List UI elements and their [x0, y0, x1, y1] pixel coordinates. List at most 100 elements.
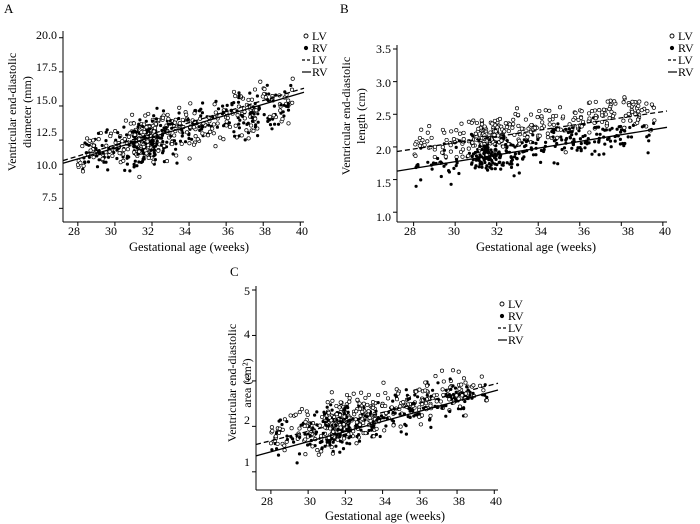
panel-a-lv-point [142, 130, 147, 135]
panel-b-lv-point [635, 120, 640, 125]
panel-a-rv-point [138, 118, 142, 122]
panel-a-rv-point [255, 94, 259, 98]
panel-a-rv-point [220, 112, 224, 116]
panel-a-lv-point [108, 134, 113, 139]
panel-b-rv-point [531, 140, 535, 145]
panel-c-lv-point [367, 415, 372, 420]
panel-c-rv-point [363, 418, 367, 422]
panel-c-lv-point [273, 434, 278, 439]
panel-b-lv-point [469, 120, 474, 125]
panel-c-lv-point [354, 441, 359, 446]
panel-b-lv-point [497, 116, 503, 122]
panel-b-rv-point [476, 150, 480, 154]
panel-c-rv-point [270, 448, 274, 452]
panel-b-lv-point [514, 106, 520, 111]
panel-c-lv-point [326, 410, 331, 415]
panel-a-xtick-label: 34 [179, 224, 191, 238]
panel-b-lv-point [516, 112, 521, 117]
panel-b-rv-point [509, 165, 514, 169]
panel-b-rv-point [626, 135, 630, 139]
panel-c-rv-point [357, 439, 362, 443]
panel-c-lv-point [461, 376, 467, 381]
panel-b-xtick-label: 34 [535, 224, 547, 238]
panel-a-lv-point [80, 144, 85, 149]
panel-c-rv-trend-line [255, 389, 499, 457]
panel-a-lv-point [132, 132, 137, 137]
panel-a-lv-point [145, 139, 150, 144]
panel-c-rv-point [308, 434, 312, 438]
panel-b-lv-point [528, 112, 534, 117]
panel-a-ylabel-line1: Ventricular end-diastolic [5, 53, 19, 171]
panel-b-lv-point [432, 144, 438, 149]
panel-c-lv-point [316, 452, 321, 457]
panel-b-lv-point [420, 138, 425, 143]
panel-a-lv-point [121, 158, 126, 163]
panel-c-rv-point [407, 406, 412, 410]
panel-b-points [412, 95, 657, 188]
panel-b-lv-point [474, 120, 479, 126]
panel-b-lv-point [600, 113, 605, 118]
panel-b-lv-point [511, 121, 516, 127]
panel-c-rv-point [331, 440, 335, 444]
panel-a-lv-point [179, 141, 184, 146]
panel-b-lv-point [651, 105, 656, 110]
panel-c-rv-point [376, 401, 380, 405]
panel-a-rv-point [137, 160, 141, 164]
panel-a-rv-point [265, 83, 269, 87]
panel-b-rv-point [575, 148, 579, 152]
panel-b-rv-point [565, 136, 569, 141]
panel-c-lv-point [360, 409, 365, 414]
panel-b-rv-point [646, 151, 650, 155]
panel-b-lv-point [547, 122, 552, 127]
panel-a-rv-point [180, 134, 184, 138]
panel-c-lv-point [441, 379, 446, 384]
panel-a-lv-point [233, 94, 238, 99]
panel-b-rv-point [510, 158, 514, 162]
panel-c-rv-point [276, 453, 281, 457]
panel-b-rv-point [631, 123, 636, 127]
panel-a-rv-point [132, 165, 136, 169]
panel-b-lv-point [597, 108, 602, 113]
panel-c-rv-point [454, 390, 458, 394]
panel-b-lv-point [454, 128, 459, 133]
panel-b-rv-point [593, 140, 597, 144]
panel-b-rv-point [551, 135, 555, 139]
panel-b-lv-point [543, 108, 548, 113]
panel-c-rv-point [449, 387, 453, 391]
panel-b-lv-point [537, 108, 542, 114]
panel-c-lv-point [454, 393, 459, 398]
panel-a-rv-point [175, 161, 179, 165]
panel-b-rv-point [474, 154, 478, 158]
panel-b-lv-point [448, 149, 453, 154]
panel-c-lv-point [433, 374, 438, 379]
panel-a-rv-point [216, 107, 221, 111]
panel-b-lv-point [645, 109, 650, 114]
panel-a-ytick-label: 7.5 [42, 190, 57, 204]
panel-b-rv-point [439, 160, 443, 164]
panel-c-rv-point [404, 388, 408, 392]
panel-a-lv-point [120, 139, 125, 144]
panel-c-rv-point [338, 450, 342, 454]
panel-c-lv-point [346, 432, 351, 437]
panel-b-lv-point [587, 130, 592, 135]
panel-c-rv-point [297, 452, 302, 456]
panel-b-lv-point [612, 99, 617, 104]
panel-a-lv-point [225, 115, 230, 121]
panel-b-lv-point [635, 117, 641, 122]
panel-b-lv-point [457, 131, 463, 136]
panel-b-lv-point [545, 135, 550, 140]
panel-b-rv-point [531, 153, 536, 157]
panel-b-rv-point [606, 137, 610, 141]
panel-a-rv-point [96, 131, 101, 135]
panel-b-rv-point [488, 138, 492, 142]
panel-a-points [75, 76, 295, 179]
panel-b-rv-point [619, 128, 624, 132]
panel-c-rv-point [341, 447, 346, 451]
panel-c-rv-point [329, 403, 333, 407]
panel-a-rv-point [237, 122, 241, 126]
panel-c-lv-point [363, 395, 368, 400]
panel-c-lv-point [315, 448, 320, 453]
panel-b-rv-point [560, 138, 564, 142]
panel-b-rv-point [442, 164, 446, 168]
panel-a-lv-point [271, 113, 276, 118]
